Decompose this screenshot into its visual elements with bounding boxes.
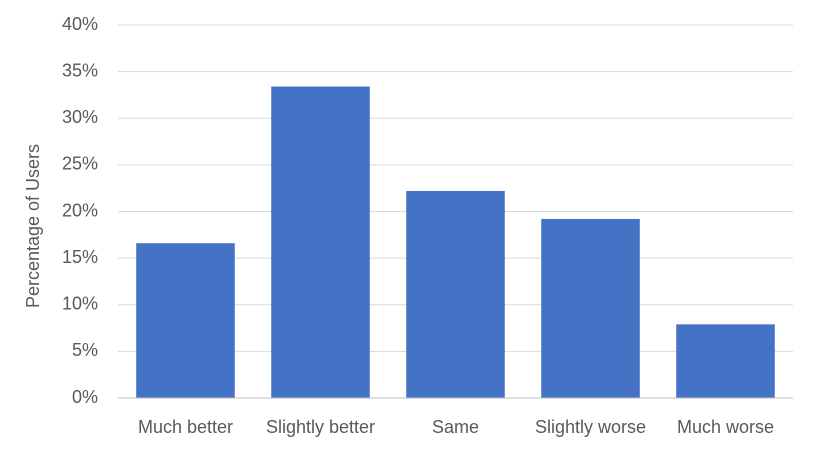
x-tick-label: Slightly better [266, 417, 375, 437]
y-tick-label: 30% [62, 107, 98, 127]
x-tick-label: Much better [138, 417, 233, 437]
y-tick-label: 20% [62, 200, 98, 220]
y-tick-label: 15% [62, 247, 98, 267]
y-tick-label: 25% [62, 154, 98, 174]
y-tick-label: 10% [62, 294, 98, 314]
y-tick-label: 35% [62, 60, 98, 80]
bar [406, 190, 505, 398]
x-tick-label: Same [432, 417, 479, 437]
bar [136, 243, 235, 398]
y-axis-title: Percentage of Users [23, 144, 43, 308]
x-tick-label: Slightly worse [535, 417, 646, 437]
y-tick-label: 40% [62, 14, 98, 34]
bar [541, 218, 640, 398]
y-tick-label: 5% [72, 340, 98, 360]
y-tick-label: 0% [72, 387, 98, 407]
bar [271, 86, 370, 399]
bar [676, 324, 775, 398]
x-tick-label: Much worse [677, 417, 774, 437]
